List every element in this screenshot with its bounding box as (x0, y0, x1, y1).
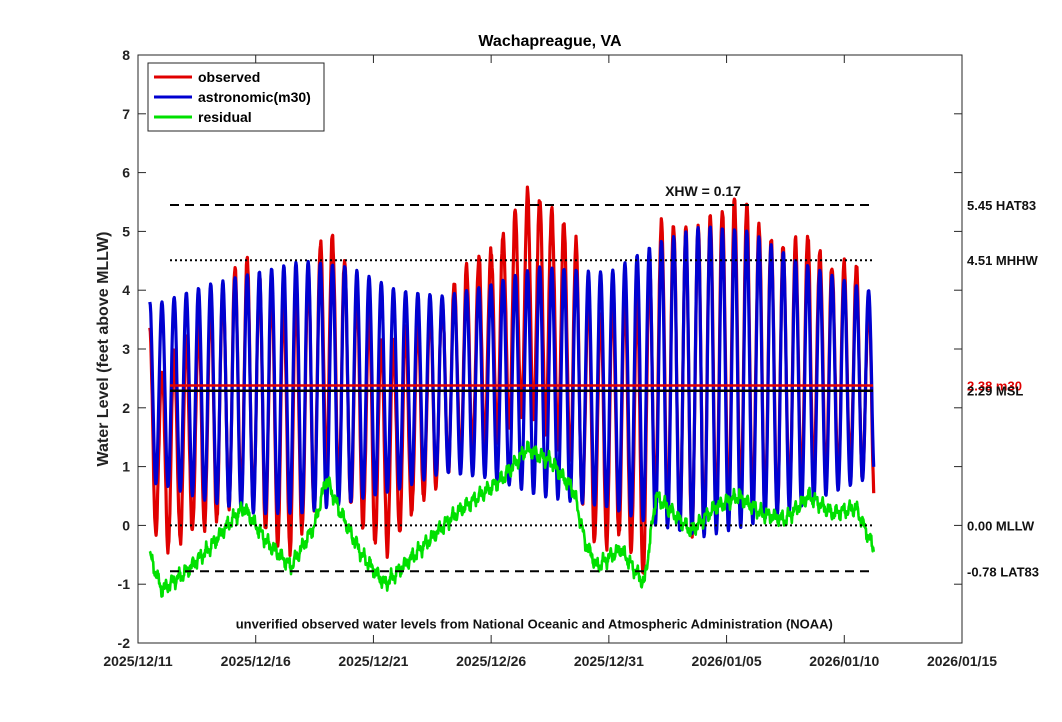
axis-ticks: -2 -1 0 1 2 3 4 5 6 7 8 2025/12/11 2025/12/16 2025/12… (103, 47, 997, 669)
y-tick-label-9: 7 (122, 106, 130, 122)
reference-label-2: 2.38 m30 (967, 379, 1022, 394)
y-tick-label-10: 8 (122, 47, 130, 63)
source-note: unverified observed water levels from Na… (236, 616, 833, 631)
reference-label-4: 0.00 MLLW (967, 518, 1035, 533)
reference-label-1: 4.51 MHHW (967, 253, 1039, 268)
legend-label-2: residual (198, 109, 252, 125)
legend-label-0: observed (198, 69, 260, 85)
y-tick-label-3: 1 (122, 459, 130, 475)
y-tick-label-4: 2 (122, 400, 130, 416)
y-tick-label-6: 4 (122, 282, 130, 298)
chart-title: Wachapreague, VA (478, 33, 622, 50)
x-tick-label-3: 2025/12/26 (456, 653, 526, 669)
xhw-annotation: XHW = 0.17 (665, 183, 741, 199)
legend-label-1: astronomic(m30) (198, 89, 311, 105)
y-tick-label-1: -1 (118, 576, 131, 592)
series-line-astronomic-m30- (148, 225, 876, 539)
y-tick-label-5: 3 (122, 341, 130, 357)
y-tick-label-7: 5 (122, 223, 130, 239)
x-tick-label-0: 2025/12/11 (103, 653, 173, 669)
y-tick-label-2: 0 (122, 517, 130, 533)
reference-label-5: -0.78 LAT83 (967, 564, 1039, 579)
reference-label-3: 2.29 MSL (967, 384, 1023, 399)
x-tick-label-1: 2025/12/16 (221, 653, 291, 669)
x-tick-label-7: 2026/01/15 (927, 653, 997, 669)
x-tick-label-5: 2026/01/05 (692, 653, 762, 669)
y-axis-label: Water Level (feet above MLLW) (95, 232, 112, 467)
x-tick-label-4: 2025/12/31 (574, 653, 644, 669)
x-tick-label-2: 2025/12/21 (338, 653, 408, 669)
legend: observed astronomic(m30) residual (147, 62, 325, 132)
y-tick-label-0: -2 (118, 635, 131, 651)
series-line-residual (148, 440, 875, 598)
reference-label-0: 5.45 HAT83 (967, 198, 1036, 213)
y-tick-label-8: 6 (122, 165, 130, 181)
x-tick-label-6: 2026/01/10 (809, 653, 879, 669)
